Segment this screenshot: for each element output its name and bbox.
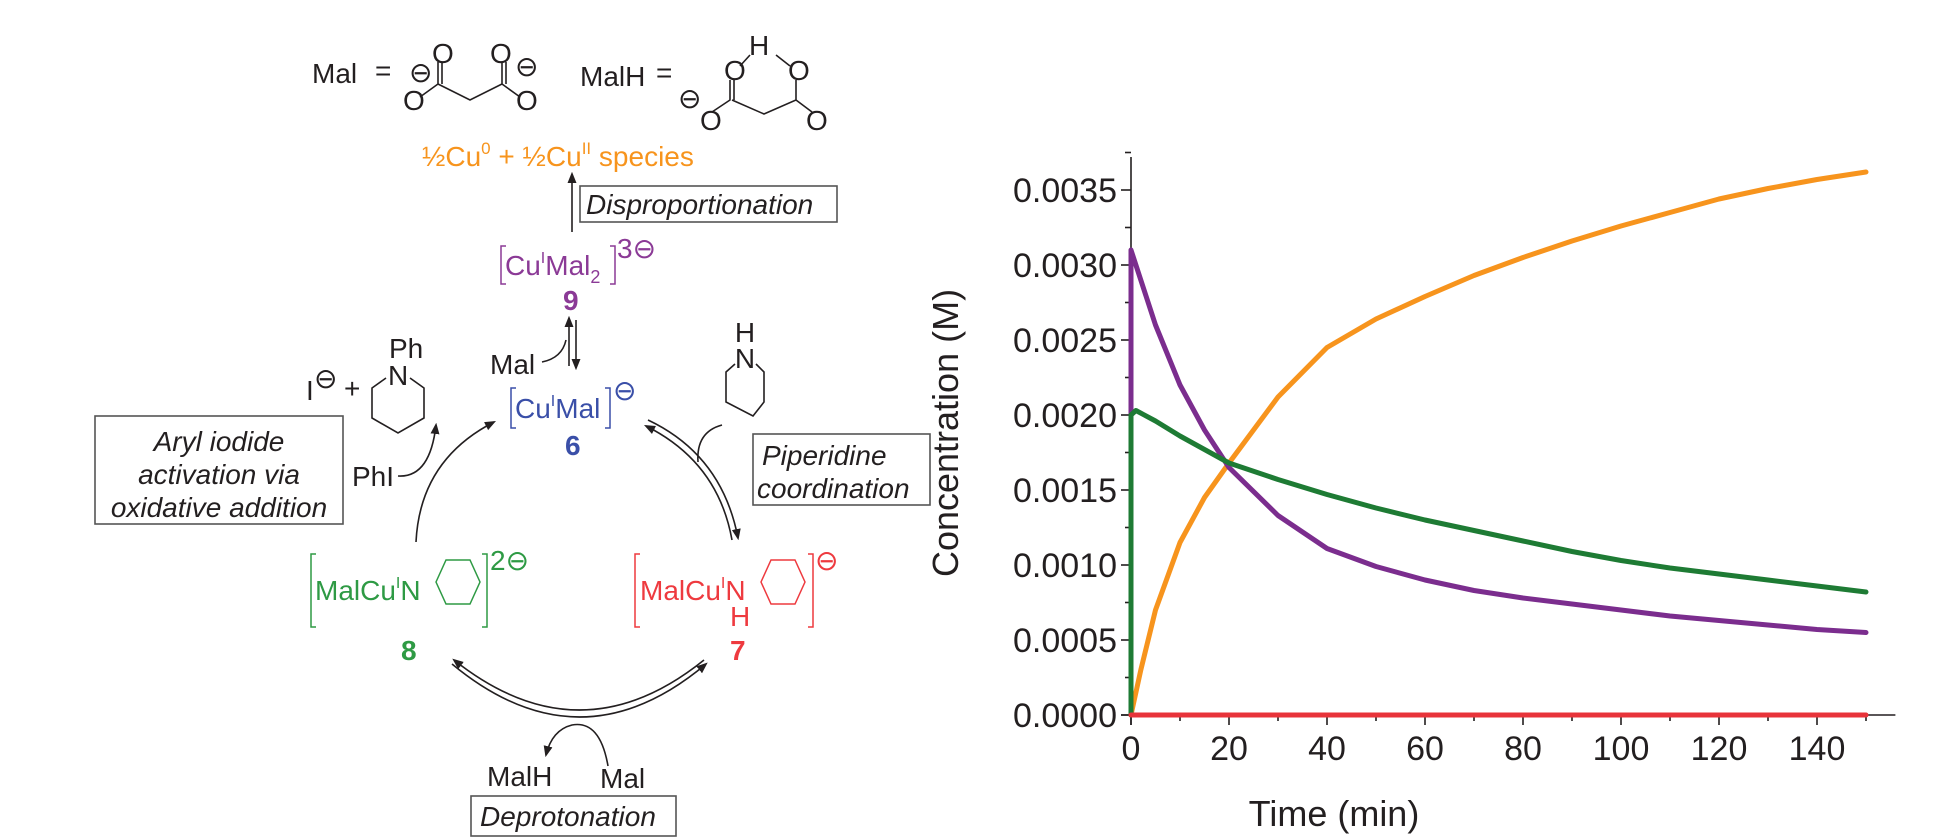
svg-text:O: O [806, 105, 828, 136]
mal-reagent: Mal [490, 349, 535, 380]
equals-sign: = [375, 55, 391, 86]
deprotonation-forward-arrow [451, 662, 708, 718]
svg-text:O: O [432, 38, 454, 69]
svg-text:H: H [730, 601, 750, 632]
malonate-structure: O O O O ⊖ ⊖ [403, 38, 538, 116]
x-tick-label: 80 [1504, 730, 1542, 768]
malh-definition: MalH = O O O O H ⊖ [580, 30, 828, 136]
piperidine-ring-icon [371, 377, 425, 434]
coordination-forward-arrow [647, 419, 741, 541]
svg-text:O: O [516, 85, 538, 116]
piperidine-box [752, 433, 931, 506]
svg-text:N: N [735, 343, 755, 374]
disproportionation-box [579, 185, 838, 223]
svg-text:coordination: coordination [757, 473, 910, 504]
svg-text:O: O [788, 55, 810, 86]
coordination-reverse-arrow [643, 424, 733, 541]
svg-text:2⊖: 2⊖ [490, 545, 529, 576]
x-tick-label: 120 [1691, 730, 1748, 768]
piperidine-ring-icon [760, 559, 806, 605]
svg-text:+: + [344, 373, 360, 404]
x-tick-label: 20 [1210, 730, 1248, 768]
species-7: MalCuIN H ⊖ 7 [634, 545, 838, 666]
y-tick-label: 0.0015 [1013, 472, 1117, 510]
svg-text:3⊖: 3⊖ [617, 233, 656, 264]
x-axis-label: Time (min) [1249, 793, 1420, 834]
svg-text:O: O [700, 105, 722, 136]
series-line-0 [1128, 169, 1869, 718]
minus-charge-icon: ⊖ [409, 57, 432, 88]
y-tick-label: 0.0005 [1013, 622, 1117, 660]
product-release-arrow [397, 422, 440, 477]
y-tick-label: 0.0000 [1013, 697, 1117, 735]
species-7-number: 7 [730, 635, 746, 666]
svg-text:I: I [306, 375, 314, 406]
series-line-2 [1128, 408, 1869, 718]
piperidine-ring-icon [435, 559, 481, 605]
svg-text:oxidative addition: oxidative addition [111, 492, 327, 523]
phi-reagent: PhI [352, 461, 394, 492]
y-tick-label: 0.0030 [1013, 247, 1117, 285]
species-9: CuIMal2 3⊖ 9 [500, 233, 656, 316]
mal-label: Mal [312, 58, 357, 89]
x-tick-label: 40 [1308, 730, 1346, 768]
svg-text:Aryl iodide: Aryl iodide [152, 426, 285, 457]
svg-text:MalCuIN: MalCuIN [315, 575, 421, 606]
x-tick-label: 140 [1789, 730, 1846, 768]
x-tick-label: 100 [1593, 730, 1650, 768]
mal-malh-exchange-arrow [543, 723, 609, 767]
product-iodide-phenylpiperidine: I ⊖ + Ph N [306, 333, 425, 434]
svg-text:⊖: ⊖ [613, 375, 636, 406]
x-tick-label: 60 [1406, 730, 1444, 768]
svg-text:N: N [388, 360, 408, 391]
malh-byproduct: MalH [487, 761, 552, 792]
svg-text:H: H [735, 317, 755, 348]
minus-charge-icon: ⊖ [515, 51, 538, 82]
disproportionation-product: ½Cu0 + ½CuII species [422, 139, 694, 172]
x-tick-label: 0 [1122, 730, 1141, 768]
minus-charge-icon: ⊖ [678, 83, 701, 114]
concentration-chart: 0 20 40 60 80 100 120 140 0.0000 0.0005 0.0010 0.00… [925, 151, 1896, 834]
y-axis-label: Concentration (M) [925, 289, 966, 577]
svg-text:MalCuIN: MalCuIN [640, 575, 746, 606]
species-6: CuIMal ⊖ 6 [510, 375, 636, 461]
deprotonation-label: Deprotonation [480, 801, 656, 832]
species-8-number: 8 [401, 635, 417, 666]
svg-text:O: O [490, 38, 512, 69]
species-6-number: 6 [565, 430, 581, 461]
disproportionation-label: Disproportionation [586, 189, 813, 220]
aryl-iodide-box [94, 415, 344, 525]
y-tick-label: 0.0025 [1013, 322, 1117, 360]
mal-definition: Mal = O O O O ⊖ ⊖ [312, 38, 538, 116]
mal-base: Mal [600, 763, 645, 794]
svg-text:Piperidine: Piperidine [762, 440, 887, 471]
y-tick-label: 0.0010 [1013, 547, 1117, 585]
svg-text:⊖: ⊖ [815, 545, 838, 576]
svg-text:H: H [749, 30, 769, 61]
oxidative-addition-arrow [415, 420, 496, 543]
piperidine-ring-icon [725, 363, 765, 418]
malh-label: MalH [580, 61, 645, 92]
equals-sign: = [656, 57, 672, 88]
y-tick-label: 0.0020 [1013, 397, 1117, 435]
species-8: MalCuIN 2⊖ 8 [310, 545, 529, 666]
series-line-1 [1128, 247, 1869, 718]
svg-text:CuIMal2: CuIMal2 [505, 250, 600, 287]
y-tick-label: 0.0035 [1013, 172, 1117, 210]
svg-text:CuIMal: CuIMal [515, 393, 600, 424]
piperidine-reagent: H N [725, 317, 765, 418]
mal-addition-arrow [541, 339, 567, 363]
hydrogen-malonate-structure: O O O O H ⊖ [678, 30, 828, 136]
svg-text:Ph: Ph [389, 333, 423, 364]
svg-text:O: O [403, 85, 425, 116]
svg-text:O: O [724, 55, 746, 86]
svg-text:activation via: activation via [138, 459, 300, 490]
species-9-number: 9 [563, 285, 579, 316]
piperidine-addition-arrow [697, 424, 723, 463]
deprotonation-box [470, 795, 677, 837]
deprotonation-reverse-arrow [452, 658, 705, 711]
svg-text:⊖: ⊖ [314, 363, 337, 394]
